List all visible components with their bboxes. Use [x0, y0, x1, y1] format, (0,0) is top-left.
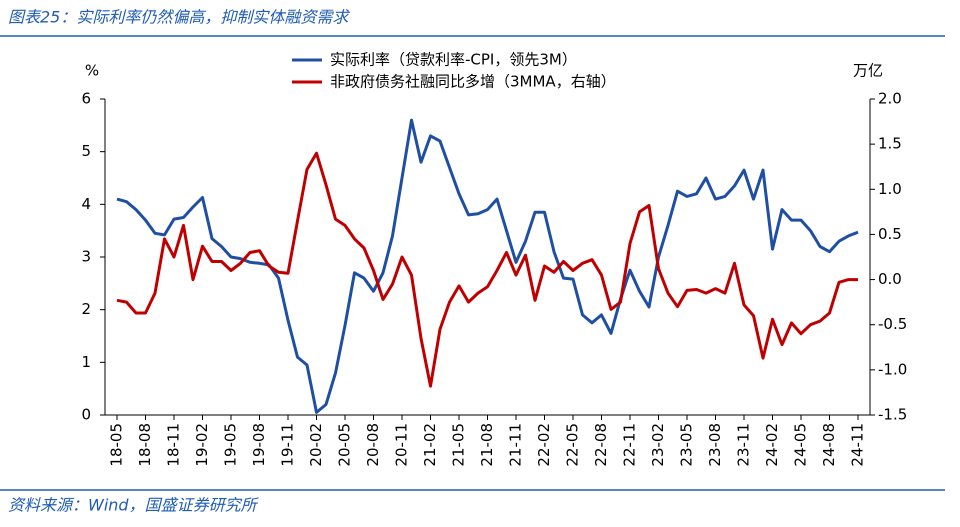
y-tick-label: 4 [81, 195, 91, 213]
x-tick-label: 22-02 [535, 423, 553, 467]
x-tick-label: 21-05 [450, 423, 468, 467]
source: 资料来源：Wind，国盛证券研究所 [8, 496, 260, 515]
x-tick-label: 24-08 [820, 423, 838, 467]
x-tick-label: 22-08 [592, 423, 610, 467]
x-tick-label: 23-08 [706, 423, 724, 467]
x-tick-label: 21-11 [507, 423, 525, 467]
x-tick-label: 18-11 [165, 423, 183, 467]
x-tick-label: 19-05 [222, 423, 240, 467]
x-tick-label: 23-11 [735, 423, 753, 467]
series-line [116, 118, 859, 414]
x-tick-label: 21-08 [478, 423, 496, 467]
x-tick-label: 20-05 [336, 423, 354, 467]
y2-tick-label: 0.0 [878, 270, 902, 288]
y2-tick-label: 1.0 [878, 180, 902, 198]
x-tick-label: 24-02 [763, 423, 781, 467]
x-tick-label: 19-08 [250, 423, 268, 467]
x-tick-label: 23-02 [649, 423, 667, 467]
y2-tick-label: 0.5 [878, 225, 902, 243]
y2-tick-label: -1.0 [878, 360, 907, 378]
x-tick-label: 24-11 [849, 423, 867, 467]
x-tick-label: 22-11 [621, 423, 639, 467]
x-tick-label: 18-05 [108, 423, 126, 467]
x-tick-label: 23-05 [678, 423, 696, 467]
y-tick-label: 0 [81, 406, 91, 424]
y-tick-label: 5 [81, 142, 91, 160]
y-tick-label: 3 [81, 248, 91, 266]
x-tick-label: 18-08 [136, 423, 154, 467]
x-tick-label: 24-05 [792, 423, 810, 467]
legend-label: 实际利率（贷款利率-CPI，领先3M） [330, 51, 577, 69]
series-line [116, 151, 858, 388]
y-tick-label: 6 [81, 90, 91, 108]
y2-tick-label: 2.0 [878, 90, 902, 108]
legend-label: 非政府债务社融同比多增（3MMA，右轴） [330, 73, 616, 91]
x-tick-label: 19-11 [279, 423, 297, 467]
y-tick-label: 2 [81, 300, 91, 318]
x-tick-label: 20-08 [364, 423, 382, 467]
y2-axis-label: 万亿 [853, 62, 883, 80]
y2-tick-label: -1.5 [878, 406, 907, 424]
y2-tick-label: -0.5 [878, 315, 907, 333]
x-tick-label: 20-02 [307, 423, 325, 467]
x-tick-label: 20-11 [393, 423, 411, 467]
x-tick-label: 21-02 [421, 423, 439, 467]
x-tick-label: 19-02 [193, 423, 211, 467]
y-tick-label: 1 [81, 353, 91, 371]
x-tick-label: 22-05 [564, 423, 582, 467]
y-axis-label: % [85, 62, 99, 80]
y2-tick-label: 1.5 [878, 135, 902, 153]
chart-title: 图表25：实际利率仍然偏高，抑制实体融资需求 [8, 8, 350, 27]
